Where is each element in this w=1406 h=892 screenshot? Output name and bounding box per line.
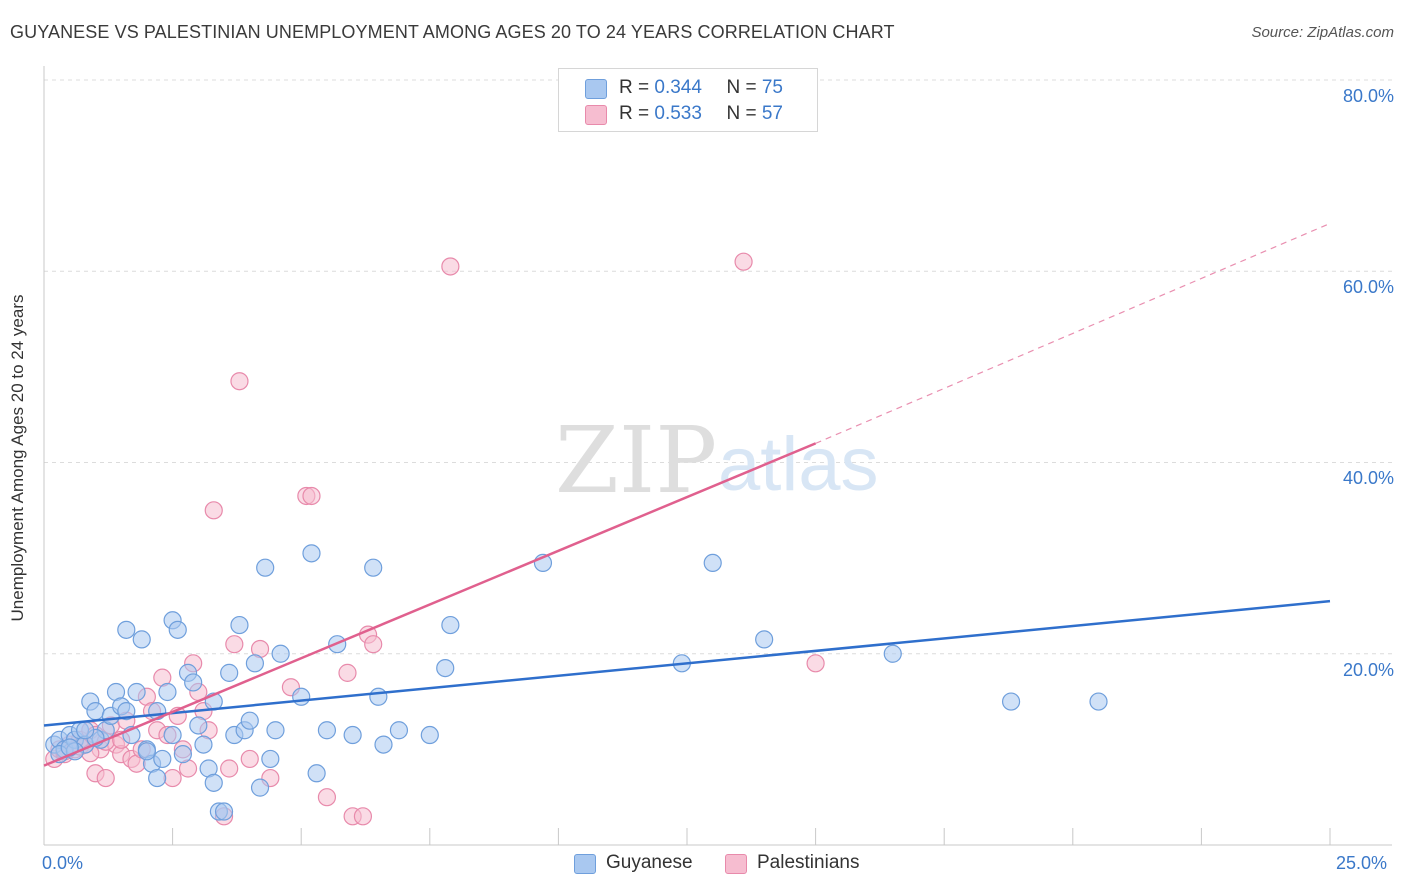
chart-title: GUYANESE VS PALESTINIAN UNEMPLOYMENT AMO… xyxy=(10,22,895,42)
guyanese-point xyxy=(173,745,192,764)
palestinian-point xyxy=(364,635,383,654)
palestinian-point xyxy=(338,663,357,682)
guyanese-point xyxy=(374,735,393,754)
x-tick-min: 0.0% xyxy=(42,853,84,873)
guyanese-point xyxy=(86,702,105,721)
palestinian-point xyxy=(240,749,259,769)
guyanese-swatch xyxy=(585,79,607,99)
guyanese-r-value: 0.344 xyxy=(654,77,702,98)
guyanese-point xyxy=(256,558,275,577)
palestinian-swatch xyxy=(585,105,607,125)
palestinian-r-label: R = xyxy=(619,103,655,124)
bottom-guyanese-swatch xyxy=(574,854,596,874)
guyanese-point xyxy=(1001,692,1021,711)
palestinian-point xyxy=(441,257,460,276)
guyanese-point xyxy=(307,764,326,783)
guyanese-point xyxy=(148,768,167,788)
guyanese-point xyxy=(168,620,187,639)
y-tick-40: 40.0% xyxy=(1342,468,1394,488)
trend-lines xyxy=(43,222,1331,767)
guyanese-point xyxy=(755,630,774,649)
guyanese-point xyxy=(420,725,439,745)
bottom-guyanese-label: Guyanese xyxy=(606,852,693,873)
palestinian-point xyxy=(317,788,337,807)
palestinian-n-label: N = xyxy=(726,103,762,124)
guyanese-point xyxy=(76,721,95,740)
guyanese-point xyxy=(389,721,409,740)
y-tick-80: 80.0% xyxy=(1342,86,1394,106)
guyanese-point xyxy=(158,682,177,702)
guyanese-point xyxy=(441,615,460,635)
watermark-atlas: atlas xyxy=(718,422,879,507)
guyanese-point xyxy=(117,620,136,639)
axes xyxy=(43,66,1392,846)
guyanese-n-label: N = xyxy=(726,77,762,98)
guyanese-point xyxy=(153,749,172,769)
palestinian-point xyxy=(734,252,753,271)
guyanese-point xyxy=(230,615,249,635)
correlation-legend: R = 0.344 N = 75 R = 0.533 N = 57 xyxy=(558,68,818,132)
palestinian-trend-extension xyxy=(815,222,1331,444)
guyanese-point xyxy=(204,773,223,792)
guyanese-point xyxy=(127,682,146,702)
palestinian-point xyxy=(96,768,115,788)
palestinian-r-value: 0.533 xyxy=(654,103,702,124)
x-tick-max: 25.0% xyxy=(1336,853,1388,873)
palestinian-point xyxy=(204,501,223,520)
guyanese-point xyxy=(261,749,280,769)
palestinian-point xyxy=(806,654,825,673)
guyanese-point xyxy=(189,716,208,735)
guyanese-point xyxy=(703,553,722,573)
palestinian-point xyxy=(302,486,321,506)
palestinian-point xyxy=(230,372,249,391)
guyanese-point xyxy=(184,673,203,692)
source-label: Source: ZipAtlas.com xyxy=(1251,24,1394,41)
guyanese-point xyxy=(163,725,182,745)
guyanese-point xyxy=(117,702,136,721)
palestinian-stats: R = 0.533 N = 57 xyxy=(619,103,783,125)
watermark-zip: ZIP xyxy=(555,407,717,514)
y-axis-title: Unemployment Among Ages 20 to 24 years xyxy=(8,294,27,622)
guyanese-point xyxy=(369,687,388,706)
guyanese-point xyxy=(266,721,285,740)
guyanese-point xyxy=(220,663,239,682)
guyanese-point xyxy=(250,778,270,797)
guyanese-point xyxy=(883,644,902,663)
guyanese-n-value: 75 xyxy=(761,77,783,98)
grid xyxy=(44,79,1392,655)
guyanese-point xyxy=(292,687,311,706)
palestinian-point xyxy=(353,807,373,826)
guyanese-point xyxy=(132,630,151,649)
guyanese-point xyxy=(436,658,455,678)
guyanese-point xyxy=(194,735,213,754)
watermark: ZIP atlas xyxy=(555,407,879,514)
guyanese-point xyxy=(214,802,234,821)
y-tick-20: 20.0% xyxy=(1342,660,1394,680)
bottom-palestinian-label: Palestinians xyxy=(757,852,860,873)
guyanese-point xyxy=(1089,692,1108,711)
guyanese-point xyxy=(364,558,383,577)
guyanese-stats: R = 0.344 N = 75 xyxy=(619,77,783,99)
palestinian-n-value: 57 xyxy=(761,103,783,124)
guyanese-points xyxy=(45,544,1108,821)
y-tick-60: 60.0% xyxy=(1342,277,1394,297)
bottom-palestinian-swatch xyxy=(725,854,747,874)
guyanese-point xyxy=(271,644,290,663)
guyanese-trend-line xyxy=(43,599,1331,727)
guyanese-point xyxy=(343,725,362,745)
guyanese-point xyxy=(240,711,259,730)
palestinian-point xyxy=(220,759,239,778)
palestinian-point xyxy=(225,635,244,654)
guyanese-r-label: R = xyxy=(619,77,655,98)
palestinian-trend-line xyxy=(43,442,817,767)
guyanese-point xyxy=(317,721,337,740)
guyanese-point xyxy=(302,544,321,563)
guyanese-point xyxy=(137,742,156,761)
guyanese-point xyxy=(245,654,265,673)
palestinian-point xyxy=(163,768,182,788)
